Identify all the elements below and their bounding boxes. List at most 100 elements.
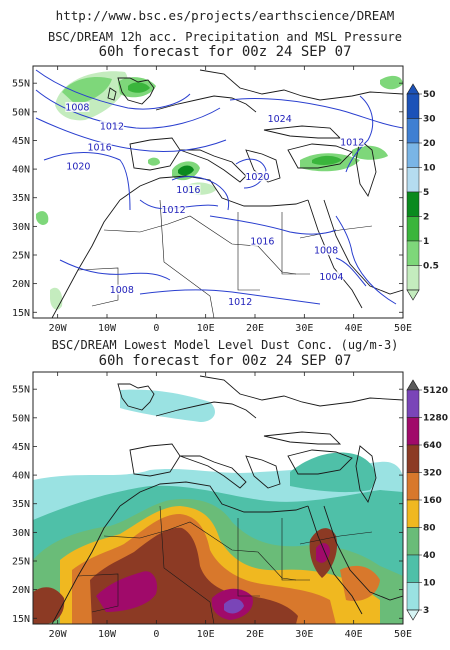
isobar-label-backdrop [65, 101, 90, 112]
dust-area-west-coast [33, 587, 65, 624]
isobar-label: 1020 [66, 161, 90, 172]
isobar-label-backdrop [66, 160, 91, 171]
precip-lat-label: 15N [12, 308, 30, 319]
dust-colorbar-label: 80 [423, 524, 436, 534]
dust-coast-arabia [323, 505, 403, 601]
isobar-label: 1012 [162, 205, 186, 216]
dust-colorbar-top-arrow [406, 379, 420, 391]
isobar-1020-ionian [235, 158, 267, 189]
precip-border-3 [159, 199, 215, 318]
precip-lon-label: 10W [98, 323, 117, 334]
dust-coast-red-sea-west [307, 505, 363, 615]
isobar-labels: 1008 1012 1016 1020 1024 1012 1020 1016 1012 1016… [65, 101, 365, 308]
precip-colorbar-label: 50 [423, 90, 436, 100]
dust-map [32, 371, 404, 625]
precip-area-atlantic-core [62, 76, 112, 104]
precip-map-subtitle: 60h forecast for 00z 24 SEP 07 [98, 44, 352, 60]
dust-border-4 [237, 518, 260, 597]
dust-lat-label: 20N [12, 585, 30, 596]
dust-colorbar-label: 160 [423, 496, 442, 506]
isobar-1012-east [345, 95, 374, 173]
dust-colorbar-segment [406, 389, 420, 418]
dust-colorbar-segment [406, 554, 420, 583]
precip-coast-west-africa [51, 199, 121, 318]
dust-map-frame [32, 371, 404, 625]
precip-map: 1008 1012 1016 1020 1024 1012 1020 1016 1012 1016… [32, 65, 404, 319]
isobar-label-backdrop [314, 245, 339, 256]
isobar-1008 [35, 69, 191, 110]
precip-lon-label: 10E [197, 323, 215, 334]
dust-lat-label: 35N [12, 499, 30, 510]
precip-colorbar-label: 5 [423, 188, 429, 198]
dust-map-subtitle: 60h forecast for 00z 24 SEP 07 [98, 353, 352, 369]
precip-colorbar-segment [406, 240, 420, 266]
precip-border-6 [299, 225, 373, 239]
precip-colorbar-label: 0.5 [423, 262, 439, 272]
dust-lat-label: 40N [12, 471, 30, 482]
precip-area-small-1 [148, 157, 160, 166]
dust-colorbar-segment [406, 472, 420, 501]
isobar-1012-south [139, 289, 321, 305]
dust-coast-balkans [245, 455, 281, 489]
isobar-1008-west [59, 259, 171, 281]
dust-coast-italy [179, 455, 247, 489]
precip-coast-red-sea-west [307, 199, 363, 309]
precip-coast-north-europe [155, 95, 257, 113]
precip-lon-label: 50E [394, 323, 412, 334]
dust-colorbar-label: 1280 [423, 414, 448, 424]
isobar-label: 1020 [245, 172, 269, 183]
dust-coast-north-europe [155, 401, 257, 419]
dust-area-anatolia [290, 452, 376, 493]
precip-colorbar-segment [406, 167, 420, 193]
dust-lon-label: 40E [345, 629, 363, 640]
precip-colorbar-label: 2 [423, 213, 429, 223]
isobar-label: 1004 [319, 272, 343, 283]
precip-coastlines [51, 69, 403, 318]
precip-area-caucasus [352, 145, 388, 160]
dust-area-central-europe [120, 389, 215, 422]
precip-colorbar-label: 30 [423, 115, 436, 125]
isobar-label: 1024 [268, 114, 292, 125]
precip-colorbar-label: 20 [423, 139, 436, 149]
precip-colorbar-segment [406, 142, 420, 168]
precip-colorbar-segment [406, 265, 420, 291]
precip-coast-arabia [323, 199, 403, 295]
precip-lon-label: 20W [49, 323, 68, 334]
precip-coast-ireland [107, 87, 117, 101]
precip-colorbar-top-arrow [406, 83, 420, 95]
dust-colorbar-segment [406, 417, 420, 446]
precip-colorbar-segment [406, 118, 420, 144]
precip-area-turkey-core [312, 155, 342, 165]
dust-border-2 [77, 573, 119, 613]
dust-colorbar-label: 10 [423, 579, 436, 589]
isobar-label: 1016 [250, 236, 274, 247]
precip-lat-label: 20N [12, 279, 30, 290]
dust-borders [77, 505, 373, 624]
dust-border-5 [281, 518, 310, 581]
isobar-label-backdrop [340, 136, 365, 147]
precip-map-title: BSC/DREAM 12h acc. Precipitation and MSL… [47, 30, 402, 44]
precip-lat-label: 30N [12, 222, 30, 233]
isobar-label: 1008 [314, 246, 338, 257]
dust-colorbar-label: 320 [423, 469, 442, 479]
dust-lon-label: 50E [394, 629, 412, 640]
precip-coast-north-africa [119, 175, 309, 207]
isobar-label: 1012 [100, 121, 124, 132]
dust-colorbar-label: 3 [423, 606, 429, 616]
precip-area-northeast [380, 75, 403, 90]
dust-lon-label: 20W [49, 629, 68, 640]
isobar-label-backdrop [319, 271, 344, 282]
dust-area-5120-core [224, 598, 244, 614]
dust-lon-label: 20E [246, 629, 264, 640]
precip-coast-baltic [199, 69, 403, 101]
precip-lon-label: 20E [246, 323, 264, 334]
isobar-label-backdrop [245, 171, 270, 182]
dust-lat-label: 15N [12, 614, 30, 625]
dust-lat-label: 55N [12, 385, 30, 396]
dust-colorbar-bottom-arrow [406, 609, 420, 621]
dust-map-title: BSC/DREAM Lowest Model Level Dust Conc. … [51, 338, 399, 352]
dust-lon-label: 30E [295, 629, 313, 640]
isobars [35, 69, 403, 305]
isobar-label: 1008 [110, 285, 134, 296]
